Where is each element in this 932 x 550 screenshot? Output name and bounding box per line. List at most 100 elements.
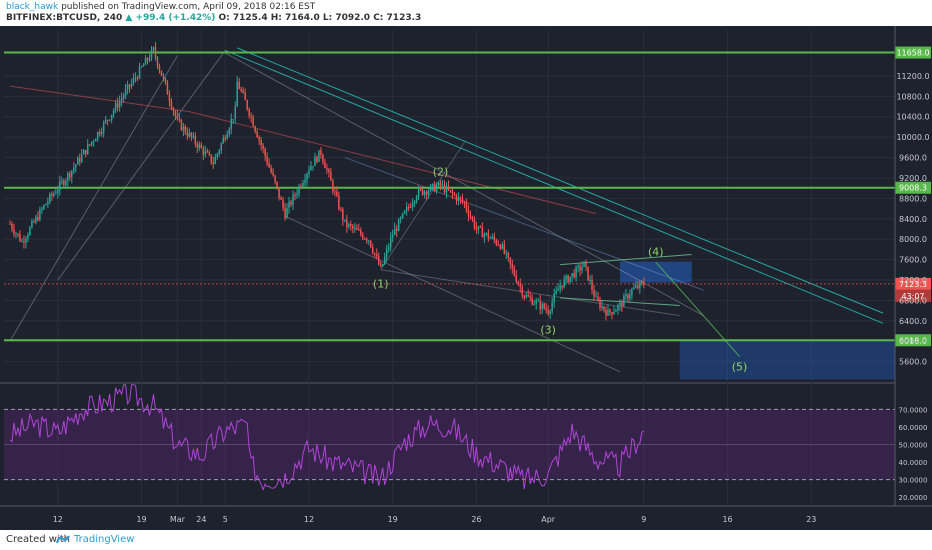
candle-body [49, 194, 51, 202]
candle-body [308, 170, 310, 174]
candle-body [57, 190, 59, 194]
candle-body [375, 254, 378, 257]
candle-body [75, 164, 77, 168]
candle-body [601, 306, 603, 308]
candle-body [639, 282, 641, 289]
candle-body [360, 230, 362, 235]
candle-body [455, 195, 458, 201]
candle-body [379, 264, 382, 267]
chart-header: black_hawk published on TradingView.com,… [0, 0, 932, 26]
candle-body [88, 144, 91, 146]
candle-body [23, 241, 25, 243]
candle-body [515, 275, 518, 282]
candle-body [234, 106, 236, 119]
x-tick-label: 26 [471, 515, 481, 524]
candle-body [200, 144, 203, 149]
candle-body [332, 180, 334, 192]
candle-body [304, 179, 306, 183]
countdown-label-bg [895, 289, 931, 302]
candle-body [605, 310, 607, 316]
candle-body [312, 166, 314, 168]
candle-body [517, 281, 520, 284]
candle-body [264, 148, 266, 157]
candle-body [128, 84, 131, 87]
candle-body [340, 208, 342, 210]
candle-body [328, 169, 330, 173]
candle-body [336, 191, 338, 196]
candle-body [643, 282, 645, 286]
candle-body [244, 92, 246, 101]
candle-body [589, 280, 591, 282]
y-tick-label: 5600.0 [899, 358, 927, 367]
candle-body [112, 110, 115, 115]
candle-body [637, 285, 639, 289]
candle-body [527, 295, 529, 297]
candle-body [541, 303, 543, 310]
publish-info: black_hawk published on TradingView.com,… [6, 2, 315, 12]
y-tick-label: 11200.0 [896, 72, 929, 81]
candle-body [449, 189, 452, 191]
candle-body [465, 202, 468, 210]
candle-body [232, 118, 234, 120]
level-label: 9008.3 [899, 184, 927, 193]
wave-label: (1) [373, 278, 389, 291]
candle-body [254, 126, 256, 132]
candle-body [583, 261, 585, 268]
candle-body [230, 118, 232, 130]
candle-body [226, 134, 228, 140]
channel-line [344, 157, 704, 291]
candle-body [272, 172, 274, 176]
author-link[interactable]: black_hawk [6, 2, 59, 12]
candle-body [439, 182, 442, 186]
candle-body [467, 209, 470, 216]
candle-body [51, 194, 53, 196]
candle-body [176, 115, 179, 119]
candle-body [463, 201, 466, 203]
candle-body [114, 103, 117, 111]
candle-body [290, 201, 292, 205]
candle-body [487, 232, 490, 239]
candle-body [435, 186, 438, 192]
candle-body [497, 244, 500, 246]
candle-body [192, 135, 195, 137]
candle-body [286, 207, 288, 219]
candle-body [276, 181, 278, 188]
candle-body [63, 180, 65, 185]
candle-body [71, 170, 73, 178]
y-tick-label: 6800.0 [899, 296, 927, 305]
x-tick-label: 23 [806, 515, 816, 524]
candle-body [270, 167, 272, 173]
channel-line [284, 215, 621, 373]
candle-body [160, 70, 163, 76]
candle-body [569, 276, 571, 283]
candle-body [573, 273, 575, 278]
candle-body [274, 175, 276, 182]
tradingview-link[interactable]: TradingView [74, 534, 135, 545]
candle-body [407, 207, 410, 209]
candle-body [501, 244, 504, 249]
candle-body [499, 245, 502, 249]
candle-body [489, 237, 492, 239]
candle-body [555, 290, 557, 294]
candle-body [102, 122, 105, 133]
channel-line [225, 52, 704, 317]
candle-body [469, 215, 472, 218]
candle-body [395, 228, 398, 231]
candle-body [445, 186, 448, 193]
candle-body [9, 223, 11, 225]
countdown-label: 43:07 [901, 292, 924, 301]
price-chart[interactable]: 12 19 24 Mar 5 12 19 26 Apr 9 16 23 11658.0 9008.3 601… [0, 26, 932, 530]
rsi-y-tick-label: 30.0000 [899, 477, 928, 485]
y-tick-label: 10800.0 [896, 92, 929, 101]
candle-body [37, 216, 39, 221]
candle-body [437, 182, 440, 187]
candle-body [324, 161, 326, 169]
candle-body [174, 111, 177, 116]
candle-body [593, 289, 595, 297]
candle-body [222, 137, 225, 144]
candle-body [453, 193, 456, 196]
candle-body [358, 229, 360, 231]
candle-body [441, 184, 444, 186]
candle-body [41, 208, 43, 210]
candle-body [491, 236, 494, 238]
